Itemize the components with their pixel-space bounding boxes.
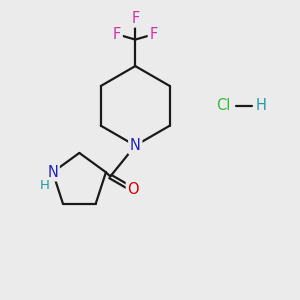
Text: F: F [131,11,140,26]
Text: F: F [113,27,121,42]
Text: H: H [256,98,267,113]
Text: N: N [130,138,141,153]
Text: H: H [40,179,50,192]
Text: Cl: Cl [216,98,231,113]
Text: F: F [149,27,158,42]
Text: O: O [128,182,139,197]
Text: N: N [47,165,58,180]
